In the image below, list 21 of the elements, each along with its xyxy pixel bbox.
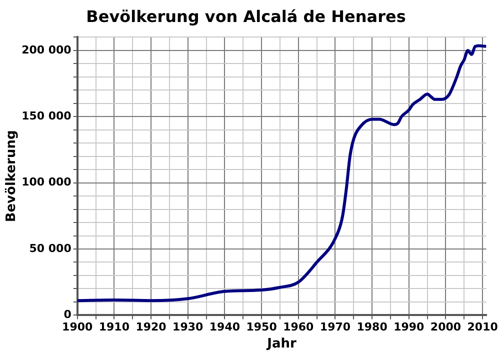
x-tick-label: 1970: [320, 320, 351, 334]
x-tick-label: 2010: [467, 320, 498, 334]
x-tick-label: 1980: [356, 320, 388, 334]
x-axis-title: Jahr: [266, 336, 298, 352]
x-tick-label: 1960: [283, 320, 314, 334]
y-tick-label: 200 000: [22, 43, 72, 56]
x-tick-label: 1940: [209, 320, 240, 334]
chart-title: Bevölkerung von Alcalá de Henares: [86, 6, 406, 26]
y-axis-title: Bevölkerung: [4, 130, 20, 222]
x-tick-label: 1990: [394, 320, 425, 334]
y-tick-label: 50 000: [29, 242, 72, 255]
y-tick-label: 0: [64, 308, 72, 322]
x-tick-label: 1910: [98, 320, 130, 334]
line-series: [77, 44, 486, 302]
x-tick-label: 1930: [172, 320, 204, 334]
y-tick-label: 150 000: [22, 109, 72, 122]
x-tick-label: 1900: [62, 320, 93, 334]
x-tick-label: 1920: [136, 320, 167, 334]
y-tick-label: 100 000: [22, 176, 72, 189]
x-tick-label: 2000: [430, 320, 462, 334]
x-tick-label: 1950: [246, 320, 278, 334]
